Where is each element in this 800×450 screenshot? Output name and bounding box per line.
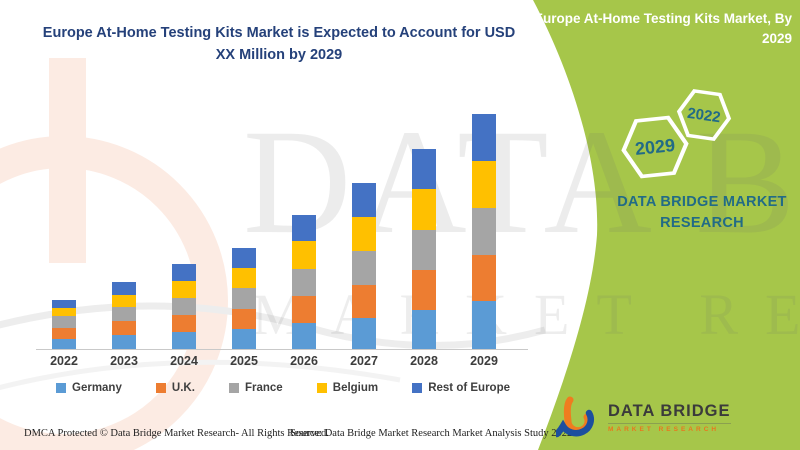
legend-item-u-k-: U.K. <box>155 382 195 394</box>
bar-segment-2023-u-k- <box>112 321 136 335</box>
x-axis-label-2022: 2022 <box>50 354 78 368</box>
legend-item-belgium: Belgium <box>316 382 379 394</box>
bar-2027 <box>352 183 376 349</box>
legend-label: Germany <box>72 382 122 394</box>
bar-segment-2025-rest-of-europe <box>232 248 256 268</box>
bar-segment-2025-germany <box>232 329 256 349</box>
bar-segment-2027-germany <box>352 318 376 349</box>
bar-segment-2027-u-k- <box>352 285 376 318</box>
bar-segment-2023-germany <box>112 335 136 349</box>
hexagon-outline-icon <box>676 89 732 141</box>
x-axis-label-2025: 2025 <box>230 354 258 368</box>
hexagon-outline-icon <box>621 115 689 179</box>
bar-segment-2026-belgium <box>292 241 316 269</box>
bar-segment-2024-u-k- <box>172 315 196 332</box>
data-bridge-logo: DATA BRIDGE MARKET RESEARCH <box>556 396 731 442</box>
x-axis-label-2027: 2027 <box>350 354 378 368</box>
bar-segment-2029-belgium <box>472 161 496 208</box>
bar-segment-2029-germany <box>472 301 496 349</box>
hexagon-2029: 2029 <box>617 113 693 182</box>
bar-segment-2026-u-k- <box>292 296 316 323</box>
legend-label: U.K. <box>171 382 195 394</box>
bar-2022 <box>52 300 76 349</box>
bar-segment-2028-u-k- <box>412 270 436 310</box>
bar-2023 <box>112 282 136 349</box>
bar-segment-2025-u-k- <box>232 309 256 329</box>
x-axis-label-2026: 2026 <box>290 354 318 368</box>
bar-segment-2022-germany <box>52 339 76 349</box>
legend-swatch-icon <box>412 383 423 393</box>
bar-segment-2022-rest-of-europe <box>52 300 76 308</box>
legend-swatch-icon <box>228 383 239 393</box>
legend-label: Belgium <box>332 382 379 394</box>
source-note: Source: Data Bridge Market Research Mark… <box>290 428 573 439</box>
legend-item-france: France <box>228 382 283 394</box>
legend-item-rest-of-europe: Rest of Europe <box>412 382 510 394</box>
bar-segment-2027-rest-of-europe <box>352 183 376 217</box>
bar-segment-2027-belgium <box>352 217 376 251</box>
bar-2029 <box>472 114 496 349</box>
x-axis-labels: 2022 2023 2024 2025 2026 2027 2028 2029 <box>50 354 498 368</box>
bar-segment-2023-rest-of-europe <box>112 282 136 295</box>
hexagon-2022-label: 2022 <box>686 104 722 126</box>
bar-segment-2028-france <box>412 230 436 270</box>
chart-title: Europe At-Home Testing Kits Market is Ex… <box>42 25 516 64</box>
x-axis-label-2023: 2023 <box>110 354 138 368</box>
logo-tagline: MARKET RESEARCH <box>608 423 731 433</box>
legend-swatch-icon <box>316 383 327 393</box>
bar-segment-2023-belgium <box>112 295 136 307</box>
hexagon-2022: 2022 <box>673 86 735 143</box>
bar-segment-2024-france <box>172 298 196 315</box>
bar-segment-2026-france <box>292 269 316 296</box>
bar-segment-2028-rest-of-europe <box>412 149 436 189</box>
bar-segment-2028-germany <box>412 310 436 349</box>
data-bridge-logo-icon <box>556 396 594 438</box>
legend-label: Rest of Europe <box>428 382 510 394</box>
bar-2028 <box>412 149 436 349</box>
bar-2026 <box>292 215 316 349</box>
bar-2025 <box>232 248 256 349</box>
bar-segment-2024-belgium <box>172 281 196 298</box>
bar-segment-2025-france <box>232 288 256 309</box>
x-axis-label-2028: 2028 <box>410 354 438 368</box>
dmca-notice: DMCA Protected © Data Bridge Market Rese… <box>24 428 329 439</box>
x-axis-label-2024: 2024 <box>170 354 198 368</box>
x-axis-line <box>36 349 528 350</box>
bar-segment-2022-u-k- <box>52 328 76 339</box>
chart-legend: Germany U.K. France Belgium Rest of Europe <box>44 382 522 394</box>
bar-segment-2029-france <box>472 208 496 255</box>
legend-label: France <box>244 382 283 394</box>
bar-segment-2022-france <box>52 316 76 328</box>
panel-brand-text: DATA BRIDGE MARKET RESEARCH <box>617 194 787 232</box>
legend-swatch-icon <box>56 383 66 393</box>
bar-segment-2026-rest-of-europe <box>292 215 316 241</box>
logo-text-block: DATA BRIDGE MARKET RESEARCH <box>608 396 731 433</box>
bar-segment-2025-belgium <box>232 268 256 288</box>
bar-segment-2022-belgium <box>52 308 76 316</box>
bar-segment-2029-rest-of-europe <box>472 114 496 161</box>
bar-segment-2026-germany <box>292 323 316 349</box>
bar-segment-2023-france <box>112 307 136 321</box>
bar-segment-2027-france <box>352 251 376 285</box>
bar-segment-2024-germany <box>172 332 196 349</box>
legend-item-germany: Germany <box>56 382 122 394</box>
panel-heading: Europe At-Home Testing Kits Market, By 2… <box>533 11 792 47</box>
logo-name: DATA BRIDGE <box>608 402 731 420</box>
bars-row <box>52 109 496 349</box>
x-axis-label-2029: 2029 <box>470 354 498 368</box>
bar-2024 <box>172 264 196 349</box>
bar-segment-2024-rest-of-europe <box>172 264 196 281</box>
bar-segment-2029-u-k- <box>472 255 496 301</box>
bar-segment-2028-belgium <box>412 189 436 230</box>
legend-swatch-icon <box>155 383 166 393</box>
